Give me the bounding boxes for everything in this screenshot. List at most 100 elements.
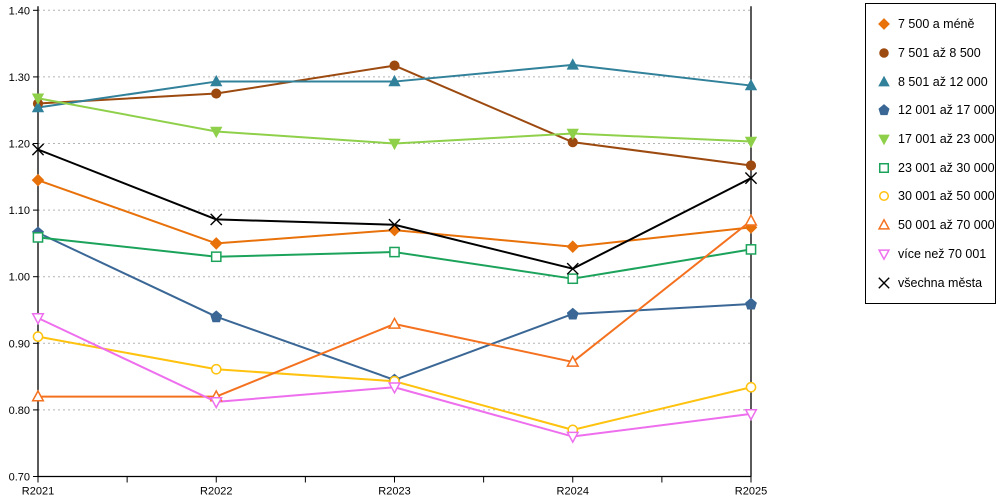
legend: 7 500 a méně 7 501 až 8 500 8 501 až 12 00…: [865, 3, 996, 304]
circle-marker-icon: [32, 331, 44, 342]
triangle-up-marker-icon: [387, 316, 402, 329]
x-marker-icon: [388, 218, 401, 231]
x-marker-icon: [210, 213, 223, 226]
pentagon-marker-icon: [210, 310, 223, 323]
circle-legend-icon: [878, 191, 890, 202]
triangle-up-marker-icon: [210, 74, 223, 87]
legend-label: 23 001 až 30 000: [898, 160, 995, 175]
legend-label: 17 001 až 23 000: [898, 132, 995, 147]
legend-label: 12 001 až 17 000: [898, 103, 995, 118]
circle-legend-icon: [879, 48, 889, 58]
x-marker-icon: [744, 172, 758, 185]
triangle-up-marker-icon: [31, 100, 45, 113]
triangle-up-marker-icon: [388, 74, 401, 87]
diamond-marker-icon: [878, 18, 890, 31]
triangle-down-marker-icon: [387, 382, 402, 395]
triangle-down-marker-icon: [31, 93, 45, 105]
diamond-marker-icon: [566, 240, 580, 254]
legend-label: 8 501 až 12 000: [898, 74, 988, 89]
y-tick-label: 0.90: [9, 338, 30, 350]
triangle-down-marker-icon: [31, 313, 45, 326]
square-marker-icon: [210, 251, 222, 263]
triangle-up-marker-icon: [878, 75, 890, 87]
legend-item: 17 001 až 23 000: [877, 132, 995, 146]
y-tick-label: 1.00: [9, 272, 30, 284]
triangle-up-legend-icon: [877, 218, 891, 230]
legend-label: 7 500 a méně: [898, 17, 975, 32]
legend-label: 30 001 až 50 000: [898, 189, 995, 204]
triangle-up-marker-icon: [566, 354, 580, 367]
legend-item: 7 501 až 8 500: [877, 46, 995, 60]
legend-item: 23 001 až 30 000: [877, 161, 995, 175]
legend-item: všechna města: [877, 276, 995, 290]
x-tick-label: R2021: [22, 486, 54, 498]
x-marker-icon: [566, 262, 579, 275]
square-marker-icon: [745, 244, 757, 255]
diamond-marker-icon: [31, 173, 45, 187]
y-tick-label: 1.30: [9, 72, 30, 84]
triangle-down-marker-icon: [744, 408, 758, 422]
x-tick-label: R2024: [557, 486, 589, 498]
square-legend-icon: [878, 162, 890, 173]
triangle-down-marker-icon: [877, 249, 891, 261]
y-tick-label: 0.80: [9, 405, 30, 417]
triangle-down-marker-icon: [744, 136, 758, 149]
pentagon-marker-icon: [566, 307, 579, 320]
square-marker-icon: [389, 246, 400, 258]
circle-marker-icon: [878, 191, 890, 202]
pentagon-marker-icon: [745, 297, 757, 310]
circle-marker-icon: [389, 60, 400, 71]
triangle-up-marker-icon: [31, 389, 45, 402]
x-tick-label: R2023: [378, 486, 410, 498]
triangle-down-marker-icon: [210, 126, 223, 139]
y-tick-label: 1.10: [9, 205, 30, 217]
legend-item: 30 001 až 50 000: [877, 189, 995, 203]
y-tick-label: 1.20: [9, 139, 30, 151]
legend-item: více než 70 001: [877, 247, 995, 261]
square-marker-icon: [878, 162, 890, 173]
x-legend-icon: [878, 276, 890, 289]
series-line: [37, 236, 752, 280]
circle-marker-icon: [745, 381, 757, 393]
x-marker-icon: [31, 143, 45, 156]
triangle-up-marker-icon: [744, 213, 758, 226]
diamond-marker-icon: [209, 237, 223, 250]
legend-label: více než 70 001: [898, 246, 987, 261]
legend-label: všechna města: [898, 275, 983, 290]
y-tick-label: 1.40: [9, 5, 30, 17]
legend-label: 50 001 až 70 000: [898, 218, 995, 233]
triangle-down-marker-icon: [209, 396, 223, 410]
triangle-up-marker-icon: [566, 58, 579, 70]
legend-label: 7 501 až 8 500: [898, 46, 981, 61]
legend-item: 7 500 a méně: [877, 17, 995, 31]
legend-item: 12 001 až 17 000: [877, 103, 995, 117]
series-line: [37, 97, 752, 145]
triangle-up-marker-icon: [744, 78, 758, 91]
square-marker-icon: [32, 232, 44, 243]
series-line: [37, 179, 752, 248]
triangle-up-legend-icon: [878, 75, 890, 87]
triangle-down-legend-icon: [878, 134, 890, 146]
triangle-down-marker-icon: [878, 134, 890, 146]
legend-item: 8 501 až 12 000: [877, 75, 995, 89]
x-marker-icon: [878, 276, 890, 289]
pentagon-marker-icon: [878, 104, 890, 116]
circle-marker-icon: [745, 160, 757, 171]
square-marker-icon: [567, 273, 579, 285]
circle-marker-icon: [211, 88, 222, 99]
y-tick-label: 0.70: [9, 472, 30, 484]
x-tick-label: R2022: [200, 486, 232, 498]
circle-marker-icon: [210, 363, 222, 375]
x-tick-label: R2025: [735, 486, 767, 498]
triangle-down-marker-icon: [566, 128, 579, 141]
diamond-legend-icon: [878, 18, 890, 31]
pentagon-legend-icon: [878, 104, 890, 116]
legend-item: 50 001 až 70 000: [877, 218, 995, 232]
triangle-down-marker-icon: [566, 431, 580, 444]
triangle-down-legend-icon: [877, 249, 891, 261]
circle-marker-icon: [879, 48, 889, 58]
triangle-up-marker-icon: [877, 218, 891, 230]
triangle-down-marker-icon: [388, 138, 401, 151]
